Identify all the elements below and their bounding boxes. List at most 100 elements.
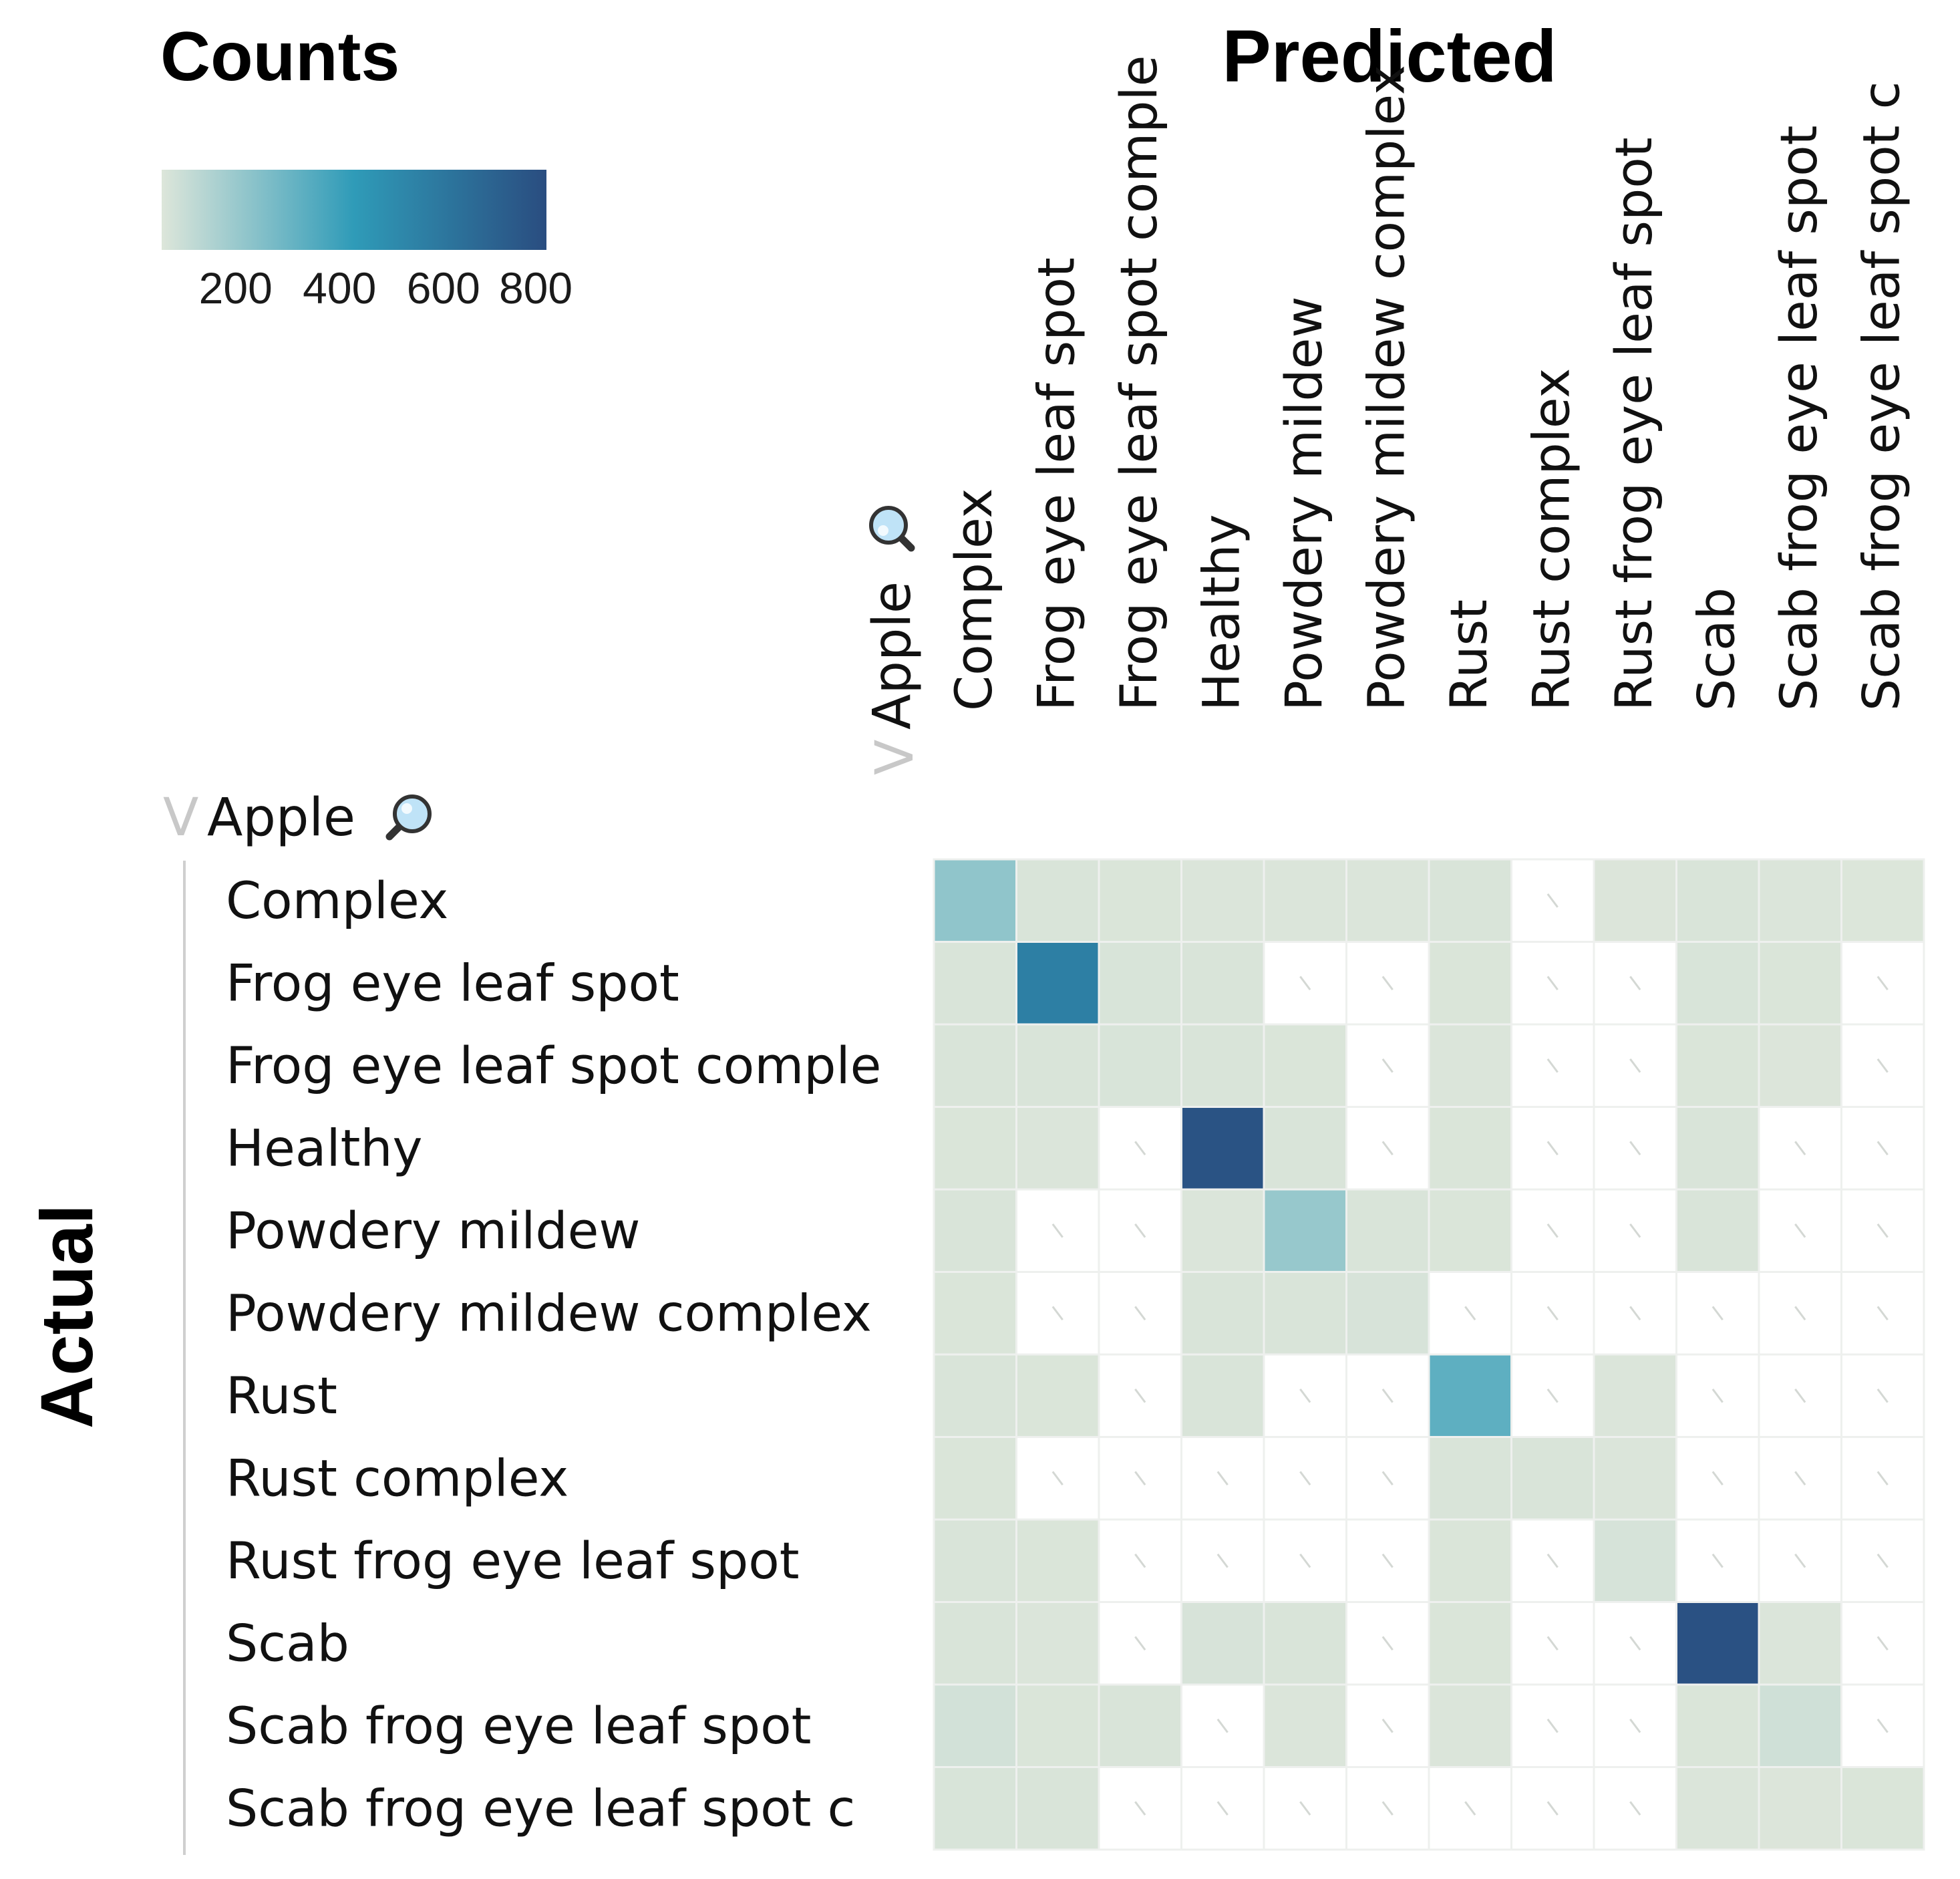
heatmap-cell[interactable] [933,1601,1017,1686]
heatmap-cell[interactable] [1098,941,1182,1026]
heatmap-cell[interactable] [1675,1683,1760,1768]
heatmap-cell[interactable] [1758,1683,1842,1768]
row-magnifier-icon[interactable] [389,797,430,837]
heatmap-cell[interactable] [1015,1601,1100,1686]
heatmap-cell[interactable] [1180,1023,1265,1108]
row-label[interactable]: Scab frog eye leaf spot [226,1696,811,1755]
heatmap-cell[interactable] [933,1271,1017,1356]
heatmap-cell[interactable] [1015,1766,1100,1851]
row-label[interactable]: Scab frog eye leaf spot c [226,1778,855,1838]
heatmap-cell[interactable] [1263,858,1347,943]
heatmap-cell[interactable] [933,1106,1017,1191]
heatmap-cell[interactable] [1098,858,1182,943]
heatmap-cell[interactable] [1593,1353,1677,1438]
heatmap-cell[interactable] [1015,1353,1100,1438]
heatmap-cell[interactable] [933,1353,1017,1438]
heatmap-cell[interactable] [1675,1023,1760,1108]
heatmap-cell[interactable] [1263,1106,1347,1191]
heatmap-cell[interactable] [1593,858,1677,943]
row-label[interactable]: Scab [226,1613,349,1673]
heatmap-cell[interactable] [1428,1023,1512,1108]
heatmap-cell[interactable] [933,1683,1017,1768]
heatmap-cell[interactable] [1263,1188,1347,1273]
heatmap-cell[interactable] [1675,1766,1760,1851]
heatmap-cell[interactable] [1428,1683,1512,1768]
heatmap-cell[interactable] [1180,941,1265,1026]
heatmap-cell[interactable] [1428,941,1512,1026]
heatmap-cell[interactable] [1675,858,1760,943]
heatmap-cell[interactable] [1840,1766,1925,1851]
heatmap-cell[interactable] [1345,1271,1430,1356]
column-label[interactable]: Complex [944,488,1003,711]
heatmap-cell[interactable] [1593,1436,1677,1521]
heatmap-cell[interactable] [1263,1683,1347,1768]
row-label[interactable]: Complex [226,871,448,930]
column-label[interactable]: Scab frog eye leaf spot c [1851,82,1911,711]
heatmap-cell[interactable] [1015,858,1100,943]
column-collapse-chevron[interactable]: V [865,740,925,775]
column-label[interactable]: Rust [1439,599,1498,711]
row-collapse-chevron[interactable]: V [163,788,198,848]
heatmap-cell[interactable] [1098,1518,1182,1603]
column-label[interactable]: Powdery mildew complex [1356,65,1416,711]
column-group-header[interactable]: V Apple [862,508,925,775]
heatmap-cell[interactable] [1180,1353,1265,1438]
column-label[interactable]: Scab frog eye leaf spot [1769,126,1828,711]
column-label[interactable]: Healthy [1191,514,1251,711]
heatmap-cell[interactable] [933,1188,1017,1273]
heatmap-cell[interactable] [1015,941,1100,1026]
heatmap-cell[interactable] [933,1023,1017,1108]
heatmap-cell[interactable] [1428,1188,1512,1273]
row-label[interactable]: Powdery mildew [226,1201,641,1260]
heatmap-cell[interactable] [933,941,1017,1026]
column-label[interactable]: Powdery mildew [1274,296,1333,711]
row-label[interactable]: Rust [226,1366,337,1425]
column-label[interactable]: Rust complex [1521,368,1581,711]
heatmap-cell[interactable] [1428,1601,1512,1686]
heatmap-cell[interactable] [1428,1106,1512,1191]
heatmap-cell[interactable] [1758,858,1842,943]
row-group-header[interactable]: V Apple [163,788,430,848]
heatmap-cell[interactable] [1345,1188,1430,1273]
heatmap-cell[interactable] [933,1436,1017,1521]
heatmap-cell[interactable] [933,858,1017,943]
heatmap-cell[interactable] [933,1518,1017,1603]
heatmap-cell[interactable] [1593,1518,1677,1603]
heatmap-cell[interactable] [1098,1683,1182,1768]
heatmap-cell[interactable] [1180,1601,1265,1686]
heatmap-cell[interactable] [1675,1106,1760,1191]
heatmap-cell[interactable] [1758,1023,1842,1108]
heatmap-cell[interactable] [1015,1683,1100,1768]
heatmap-cell[interactable] [1840,1106,1925,1191]
heatmap-cell[interactable] [1840,858,1925,943]
heatmap-cell[interactable] [1180,858,1265,943]
heatmap-cell[interactable] [1180,1188,1265,1273]
column-label[interactable]: Frog eye leaf spot comple [1109,55,1168,711]
heatmap-cell[interactable] [1428,1518,1512,1603]
row-label[interactable]: Powdery mildew complex [226,1283,872,1342]
heatmap-cell[interactable] [1428,1353,1512,1438]
heatmap-cell[interactable] [933,1766,1017,1851]
row-label[interactable]: Frog eye leaf spot comple [226,1036,881,1095]
heatmap-cell[interactable] [1345,858,1430,943]
heatmap-cell[interactable] [1263,1601,1347,1686]
column-magnifier-icon[interactable] [871,508,911,548]
row-label[interactable]: Rust frog eye leaf spot [226,1531,800,1590]
heatmap-cell[interactable] [1015,1518,1100,1603]
row-label[interactable]: Healthy [226,1118,423,1177]
heatmap-cell[interactable] [1015,1023,1100,1108]
heatmap-cell[interactable] [1758,1601,1842,1686]
heatmap-cell[interactable] [1428,1436,1512,1521]
heatmap-cell[interactable] [1758,1766,1842,1851]
heatmap-cell[interactable] [1263,1271,1347,1356]
heatmap-cell[interactable] [1180,1106,1265,1191]
row-label[interactable]: Rust complex [226,1448,568,1507]
column-label[interactable]: Frog eye leaf spot [1026,257,1086,711]
heatmap-cell[interactable] [1675,1188,1760,1273]
heatmap-cell[interactable] [1098,1023,1182,1108]
heatmap-cell[interactable] [1510,1436,1595,1521]
column-label[interactable]: Rust frog eye leaf spot [1604,138,1663,712]
heatmap-cell[interactable] [1675,1601,1760,1686]
row-label[interactable]: Frog eye leaf spot [226,953,679,1012]
heatmap-cell[interactable] [1015,1106,1100,1191]
